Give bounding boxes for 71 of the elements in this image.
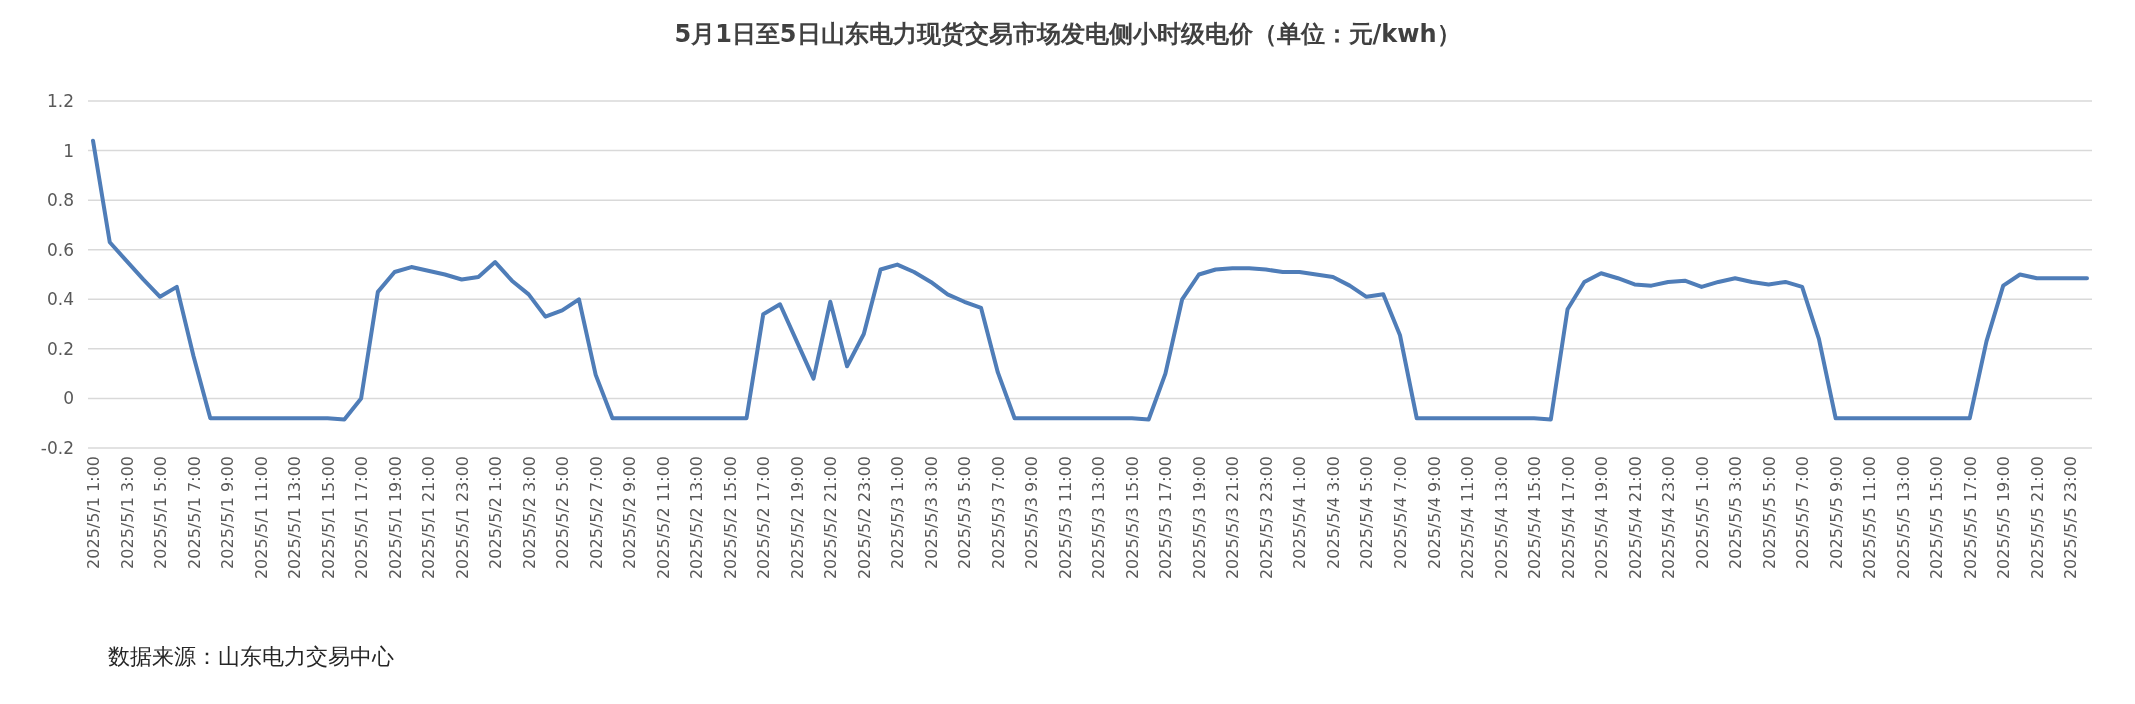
x-tick-label: 2025/5/4 23:00	[1659, 456, 1679, 580]
x-tick-label: 2025/5/2 19:00	[787, 456, 807, 580]
x-tick-label: 2025/5/5 11:00	[1860, 456, 1880, 580]
x-tick-label: 2025/5/1 11:00	[251, 456, 271, 580]
source-note: 数据来源：山东电力交易中心	[108, 644, 394, 669]
x-tick-label: 2025/5/5 13:00	[1893, 456, 1913, 580]
x-tick-label: 2025/5/4 7:00	[1390, 456, 1410, 569]
x-tick-label: 2025/5/2 3:00	[519, 456, 539, 569]
x-tick-label: 2025/5/1 3:00	[117, 456, 137, 569]
x-tick-label: 2025/5/2 1:00	[486, 456, 506, 569]
x-tick-label: 2025/5/4 1:00	[1290, 456, 1310, 569]
x-tick-label: 2025/5/5 19:00	[1994, 456, 2014, 580]
x-tick-label: 2025/5/4 19:00	[1592, 456, 1612, 580]
y-tick-label: 1.2	[46, 91, 74, 111]
x-tick-label: 2025/5/5 21:00	[2027, 456, 2047, 580]
x-tick-label: 2025/5/1 7:00	[184, 456, 204, 569]
line-series	[91, 138, 2089, 422]
x-tick-label: 2025/5/5 5:00	[1759, 456, 1779, 569]
x-tick-label: 2025/5/5 17:00	[1960, 456, 1980, 580]
x-tick-label: 2025/5/2 15:00	[720, 456, 740, 580]
x-tick-label: 2025/5/4 11:00	[1458, 456, 1478, 580]
y-tick-label: 0.2	[46, 338, 74, 359]
x-tick-label: 2025/5/2 7:00	[586, 456, 606, 569]
x-tick-label: 2025/5/1 19:00	[385, 456, 405, 580]
x-tick-label: 2025/5/5 7:00	[1793, 456, 1813, 569]
y-tick-label: 1	[63, 140, 74, 161]
x-tick-label: 2025/5/2 17:00	[754, 456, 774, 580]
x-tick-label: 2025/5/3 5:00	[955, 456, 975, 569]
y-tick-label: 0.6	[46, 239, 74, 260]
x-tick-label: 2025/5/3 21:00	[1223, 456, 1243, 580]
chart-title: 5月1日至5日山东电力现货交易市场发电侧小时级电价（单位：元/kwh）	[674, 20, 1461, 48]
x-tick-label: 2025/5/4 9:00	[1424, 456, 1444, 569]
x-tick-label: 2025/5/3 17:00	[1156, 456, 1176, 580]
x-tick-label: 2025/5/1 5:00	[151, 456, 171, 569]
x-tick-label: 2025/5/5 3:00	[1726, 456, 1746, 569]
x-tick-label: 2025/5/5 15:00	[1927, 456, 1947, 580]
x-tick-label: 2025/5/5 9:00	[1826, 456, 1846, 569]
x-tick-label: 2025/5/5 1:00	[1692, 456, 1712, 569]
x-tick-label: 2025/5/3 15:00	[1122, 456, 1142, 580]
x-tick-label: 2025/5/3 11:00	[1055, 456, 1075, 580]
x-tick-label: 2025/5/4 17:00	[1558, 456, 1578, 580]
x-tick-label: 2025/5/1 9:00	[218, 456, 238, 569]
x-tick-label: 2025/5/2 23:00	[854, 456, 874, 580]
x-tick-label: 2025/5/2 5:00	[553, 456, 573, 569]
x-tick-label: 2025/5/2 21:00	[821, 456, 841, 580]
y-tick-label: 0.4	[46, 289, 74, 310]
x-tick-label: 2025/5/4 13:00	[1491, 456, 1511, 580]
x-tick-label: 2025/5/1 21:00	[419, 456, 439, 580]
x-tick-label: 2025/5/1 15:00	[318, 456, 338, 580]
x-tick-label: 2025/5/4 21:00	[1625, 456, 1645, 580]
x-tick-label: 2025/5/3 9:00	[1022, 456, 1042, 569]
x-tick-label: 2025/5/3 7:00	[988, 456, 1008, 569]
x-tick-label: 2025/5/4 3:00	[1323, 456, 1343, 569]
x-tick-label: 2025/5/3 3:00	[921, 456, 941, 569]
x-tick-label: 2025/5/3 13:00	[1089, 456, 1109, 580]
x-tick-label: 2025/5/1 13:00	[285, 456, 305, 580]
x-tick-label: 2025/5/2 13:00	[687, 456, 707, 580]
y-tick-label: -0.2	[40, 438, 74, 458]
y-tick-label: 0	[63, 388, 74, 409]
x-tick-label: 2025/5/1 17:00	[352, 456, 372, 580]
x-tick-label: 2025/5/4 5:00	[1357, 456, 1377, 569]
y-tick-label: 0.8	[46, 190, 74, 211]
x-tick-label: 2025/5/1 1:00	[84, 456, 103, 569]
x-tick-label: 2025/5/4 15:00	[1525, 456, 1545, 580]
x-tick-label: 2025/5/5 23:00	[2061, 456, 2081, 580]
x-tick-label: 2025/5/3 23:00	[1256, 456, 1276, 580]
x-tick-label: 2025/5/2 9:00	[620, 456, 640, 569]
x-tick-label: 2025/5/3 19:00	[1189, 456, 1209, 580]
x-tick-label: 2025/5/2 11:00	[653, 456, 673, 580]
x-tick-label: 2025/5/1 23:00	[452, 456, 472, 580]
x-tick-label: 2025/5/3 1:00	[888, 456, 908, 569]
